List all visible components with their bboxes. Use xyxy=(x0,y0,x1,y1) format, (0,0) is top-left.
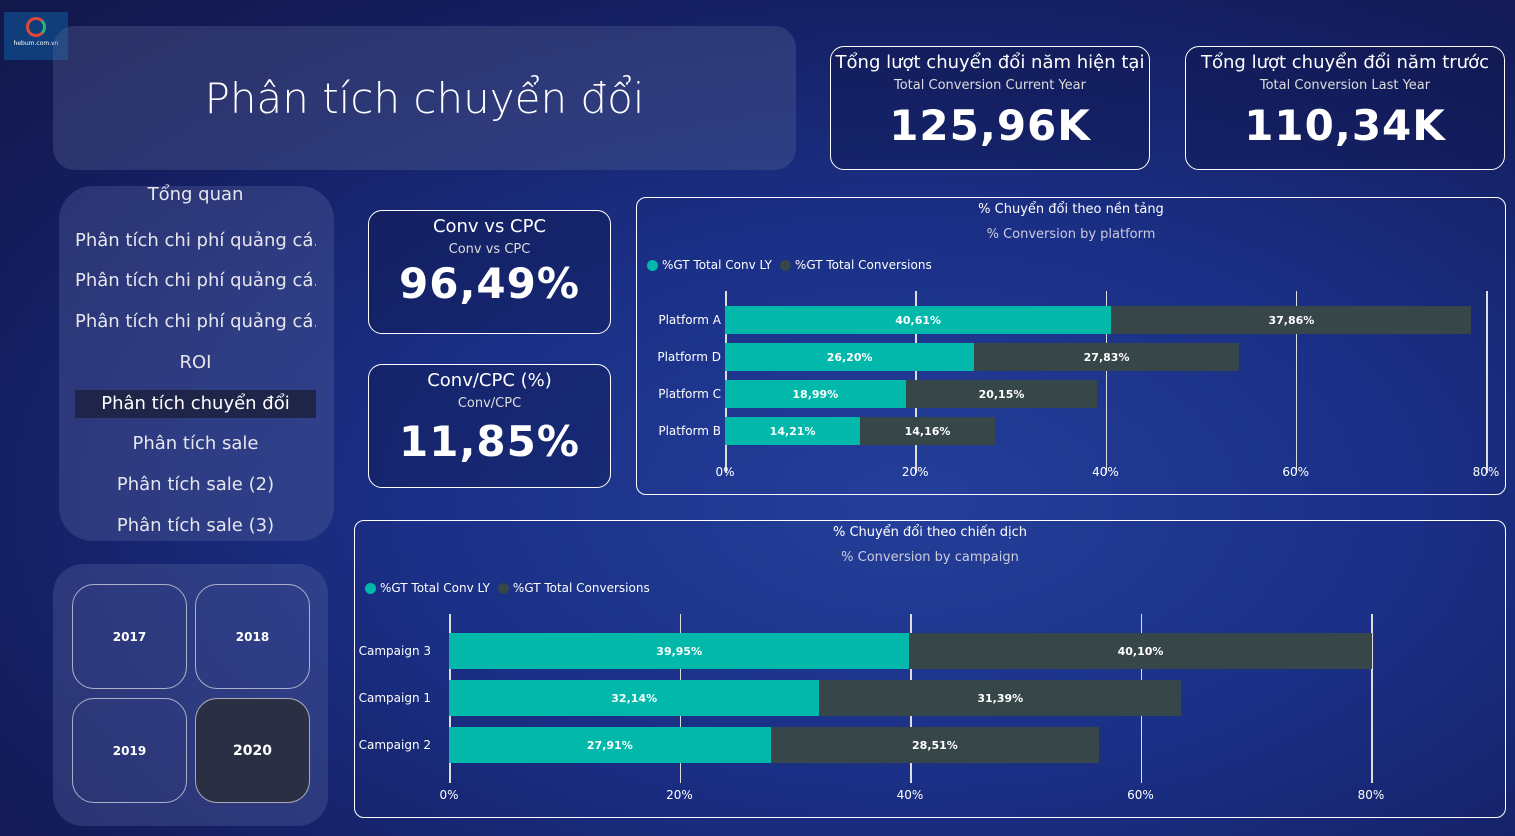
bar-segment: 26,20% xyxy=(725,343,975,371)
year-button[interactable]: 2018 xyxy=(195,584,310,689)
legend-label: %GT Total Conversions xyxy=(794,258,932,272)
kpi-title: Tổng lượt chuyển đổi năm trước xyxy=(1201,52,1489,73)
bar-segment: 37,86% xyxy=(1111,306,1472,334)
legend-label: %GT Total Conversions xyxy=(512,581,650,595)
campaign-chart: % Chuyển đổi theo chiến dịch % Conversion… xyxy=(354,520,1506,818)
bar-segment: 27,83% xyxy=(974,343,1239,371)
page-title: Phân tích chuyển đổi xyxy=(204,73,645,123)
bar-segment: 20,15% xyxy=(905,380,1098,408)
legend: %GT Total Conv LY %GT Total Conversions xyxy=(365,581,654,595)
category-label: Campaign 2 xyxy=(358,738,431,752)
x-tick-label: 20% xyxy=(901,465,929,479)
chart-title: % Chuyển đổi theo chiến dịch xyxy=(832,525,1028,540)
bar-segment: 40,61% xyxy=(725,306,1112,334)
kpi-conv-cpc: Conv/CPC (%) Conv/CPC 11,85% xyxy=(368,364,611,488)
legend-dot-icon xyxy=(497,582,509,594)
x-tick-label: 0% xyxy=(439,788,459,802)
platform-chart: % Chuyển đổi theo nền tảng % Conversion b… xyxy=(636,197,1506,495)
legend-dot-icon xyxy=(647,259,658,271)
kpi-title: Conv vs CPC xyxy=(432,216,547,237)
logo-icon xyxy=(26,17,46,37)
bar-segment: 18,99% xyxy=(725,380,906,408)
bar-segment: 14,21% xyxy=(725,417,861,445)
nav-item[interactable]: Tổng quan xyxy=(147,184,244,205)
legend-label: %GT Total Conv LY xyxy=(662,258,772,272)
x-tick-label: 80% xyxy=(1357,788,1385,802)
category-label: Platform A xyxy=(658,313,721,327)
legend-dot-icon xyxy=(365,582,376,594)
kpi-title: Tổng lượt chuyển đổi năm hiện tại xyxy=(835,52,1145,73)
nav-item[interactable]: Phân tích sale (2) xyxy=(116,473,275,495)
chart-subtitle: % Conversion by platform xyxy=(986,227,1156,242)
gridline xyxy=(1105,291,1107,473)
kpi-subtitle: Total Conversion Last Year xyxy=(1259,78,1431,93)
kpi-value: 125,96K xyxy=(889,101,1091,150)
x-tick-label: 0% xyxy=(715,465,735,479)
nav-item[interactable]: Phân tích sale (3) xyxy=(116,514,275,536)
category-label: Platform D xyxy=(657,350,721,364)
x-tick-label: 60% xyxy=(1127,788,1154,802)
legend: %GT Total Conv LY %GT Total Conversions xyxy=(647,258,936,272)
nav-item[interactable]: ROI xyxy=(179,351,212,373)
kpi-value: 96,49% xyxy=(399,259,580,308)
legend-dot-icon xyxy=(779,259,791,271)
year-slicer: 2017 2018 2019 2020 xyxy=(53,564,328,826)
page-title-box: Phân tích chuyển đổi xyxy=(53,26,796,170)
page-navigation: Tổng quan Phân tích chi phí quảng cá... Ph… xyxy=(59,184,334,541)
nav-item[interactable]: Phân tích chi phí quảng cá... xyxy=(75,311,316,333)
x-tick-label: 40% xyxy=(896,788,924,802)
nav-item[interactable]: Phân tích chi phí quảng cá... xyxy=(75,270,316,292)
kpi-title: Conv/CPC (%) xyxy=(427,370,552,391)
nav-item[interactable]: Phân tích chuyển đổi xyxy=(75,389,316,418)
gridline xyxy=(1371,614,1373,783)
year-button[interactable]: 2017 xyxy=(72,584,187,689)
nav-item[interactable]: Phân tích chi phí quảng cá... xyxy=(75,229,316,251)
bar-segment: 39,95% xyxy=(449,633,910,669)
kpi-subtitle: Conv vs CPC xyxy=(448,242,531,257)
kpi-subtitle: Total Conversion Current Year xyxy=(894,78,1086,93)
kpi-current-year: Tổng lượt chuyển đổi năm hiện tại Total … xyxy=(830,46,1150,170)
chart-title: % Chuyển đổi theo nền tảng xyxy=(978,202,1164,217)
legend-label: %GT Total Conv LY xyxy=(380,581,490,595)
logo: hebum.com.vn xyxy=(4,12,68,60)
bar-segment: 27,91% xyxy=(449,727,771,763)
x-tick-label: 80% xyxy=(1472,465,1500,479)
category-label: Platform B xyxy=(658,424,721,438)
kpi-value: 11,85% xyxy=(399,417,580,466)
kpi-subtitle: Conv/CPC xyxy=(457,396,522,411)
bar-segment: 31,39% xyxy=(819,680,1182,716)
category-label: Platform C xyxy=(658,387,721,401)
category-label: Campaign 3 xyxy=(358,644,431,658)
year-button[interactable]: 2019 xyxy=(72,698,187,803)
year-button[interactable]: 2020 xyxy=(195,698,310,803)
nav-item[interactable]: Phân tích sale xyxy=(132,433,259,455)
bar-segment: 40,10% xyxy=(909,633,1372,669)
kpi-last-year: Tổng lượt chuyển đổi năm trước Total Con… xyxy=(1185,46,1505,170)
chart-subtitle: % Conversion by campaign xyxy=(841,550,1019,565)
x-tick-label: 60% xyxy=(1282,465,1310,479)
kpi-conv-vs-cpc: Conv vs CPC Conv vs CPC 96,49% xyxy=(368,210,611,334)
logo-text: hebum.com.vn xyxy=(13,40,59,47)
x-tick-label: 40% xyxy=(1092,465,1119,479)
category-label: Campaign 1 xyxy=(358,691,431,705)
bar-segment: 32,14% xyxy=(449,680,820,716)
bar-segment: 14,16% xyxy=(860,417,995,445)
bar-segment: 28,51% xyxy=(770,727,1100,763)
gridline xyxy=(1486,291,1488,473)
gridline xyxy=(1295,291,1298,473)
kpi-value: 110,34K xyxy=(1244,101,1446,150)
x-tick-label: 20% xyxy=(666,788,693,802)
